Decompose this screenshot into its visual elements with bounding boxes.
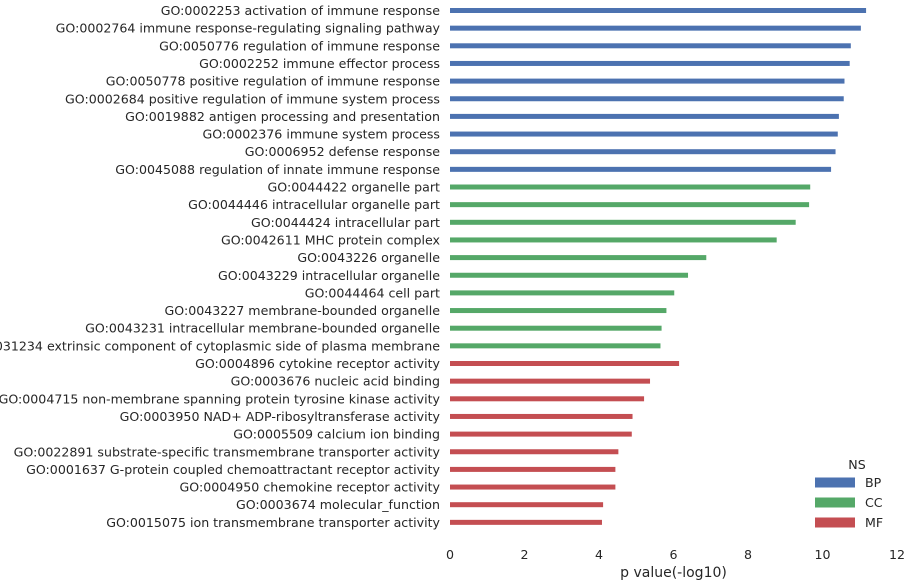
category-label-24: GO:0003950 NAD+ ADP-ribosyltransferase a…	[120, 409, 441, 424]
bar-6	[450, 96, 844, 102]
category-label-23: GO:0004715 non-membrane spanning protein…	[0, 391, 441, 406]
category-label-16: GO:0043229 intracellular organelle	[218, 268, 440, 283]
bar-3	[450, 43, 851, 49]
bar-24	[450, 413, 633, 419]
bar-4	[450, 60, 850, 66]
bar-13	[450, 219, 796, 225]
category-label-1: GO:0002253 activation of immune response	[161, 3, 441, 18]
bar-12	[450, 202, 810, 208]
x-tick-label-1: 0	[446, 547, 454, 562]
legend-swatch-bp	[815, 477, 855, 488]
category-label-19: GO:0043231 intracellular membrane-bounde…	[85, 321, 440, 336]
category-label-12: GO:0044446 intracellular organelle part	[188, 197, 440, 212]
bar-18	[450, 308, 667, 314]
category-label-27: GO:0001637 G-protein coupled chemoattrac…	[26, 462, 440, 477]
category-label-6: GO:0002684 positive regulation of immune…	[65, 91, 440, 106]
bar-8	[450, 131, 838, 137]
bar-15	[450, 255, 707, 261]
category-label-20: GO:0031234 extrinsic component of cytopl…	[0, 338, 440, 353]
bar-26	[450, 449, 619, 455]
bar-1	[450, 8, 867, 13]
category-label-13: GO:0044424 intracellular part	[251, 215, 440, 230]
x-axis-label: p value(-log10)	[620, 565, 727, 581]
bar-30	[450, 519, 602, 525]
bar-21	[450, 361, 680, 366]
legend-label-cc: CC	[865, 495, 883, 510]
bar-20	[450, 343, 661, 349]
category-labels: GO:0002253 activation of immune response…	[0, 3, 441, 530]
category-label-15: GO:0043226 organelle	[297, 250, 440, 265]
bar-7	[450, 113, 839, 119]
category-label-8: GO:0002376 immune system process	[203, 127, 440, 142]
bar-28	[450, 484, 616, 490]
bar-16	[450, 272, 689, 278]
bar-22	[450, 378, 651, 384]
bar-14	[450, 237, 777, 243]
bar-10	[450, 166, 832, 172]
x-tick-label-3: 4	[595, 547, 603, 562]
category-label-29: GO:0003674 molecular_function	[236, 497, 440, 512]
category-label-18: GO:0043227 membrane-bounded organelle	[165, 303, 441, 318]
category-label-3: GO:0050776 regulation of immune response	[159, 38, 440, 53]
category-label-7: GO:0019882 antigen processing and presen…	[125, 109, 440, 124]
bar-19	[450, 325, 662, 331]
legend-swatch-cc	[815, 497, 855, 508]
x-tick-label-4: 6	[669, 547, 677, 562]
category-label-21: GO:0004896 cytokine receptor activity	[195, 356, 440, 371]
bar-25	[450, 431, 632, 437]
bar-17	[450, 290, 675, 296]
category-label-30: GO:0015075 ion transmembrane transporter…	[106, 515, 440, 530]
category-label-14: GO:0042611 MHC protein complex	[221, 232, 441, 247]
category-label-22: GO:0003676 nucleic acid binding	[231, 374, 440, 389]
x-tick-label-6: 10	[814, 547, 830, 562]
x-axis-ticks: 0 2 4 6 8 10 12	[446, 547, 905, 562]
category-label-11: GO:0044422 organelle part	[268, 180, 441, 195]
bar-11	[450, 184, 811, 190]
bar-5	[450, 78, 845, 84]
bar-9	[450, 149, 836, 155]
x-tick-label-7: 12	[889, 547, 905, 562]
category-label-28: GO:0004950 chemokine receptor activity	[180, 480, 441, 495]
bar-27	[450, 466, 616, 472]
bar-2	[450, 25, 861, 31]
category-label-2: GO:0002764 immune response-regulating si…	[56, 21, 441, 36]
category-label-9: GO:0006952 defense response	[245, 144, 440, 159]
legend-label-bp: BP	[865, 475, 882, 490]
legend: NS BP CC MF	[815, 457, 883, 530]
x-tick-label-2: 2	[520, 547, 528, 562]
category-label-25: GO:0005509 calcium ion binding	[233, 427, 440, 442]
category-label-17: GO:0044464 cell part	[305, 285, 440, 300]
bar-23	[450, 396, 645, 402]
bars	[450, 8, 867, 525]
legend-label-mf: MF	[865, 515, 883, 530]
category-label-4: GO:0002252 immune effector process	[199, 56, 440, 71]
bar-29	[450, 502, 604, 508]
legend-title: NS	[848, 457, 865, 472]
legend-swatch-mf	[815, 517, 855, 528]
category-label-10: GO:0045088 regulation of innate immune r…	[115, 162, 440, 177]
category-label-26: GO:0022891 substrate-specific transmembr…	[14, 444, 441, 459]
category-label-5: GO:0050778 positive regulation of immune…	[106, 74, 440, 89]
x-tick-label-5: 8	[744, 547, 752, 562]
